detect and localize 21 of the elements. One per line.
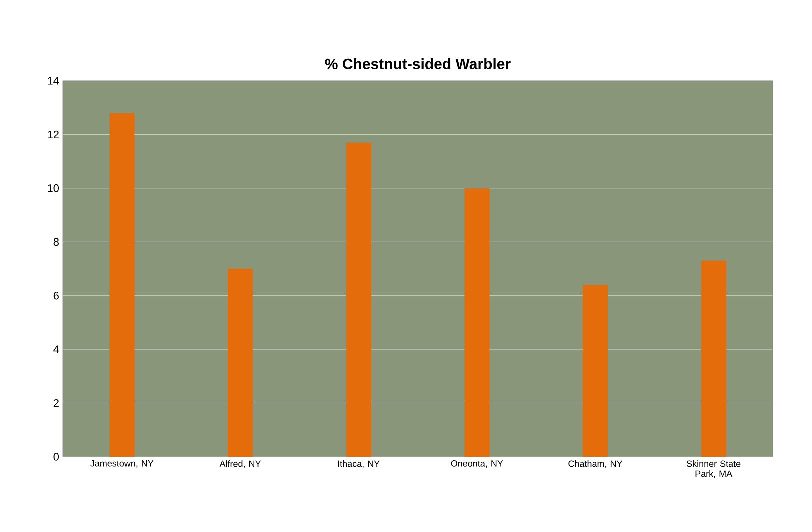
- bar: [464, 188, 490, 457]
- x-tick-label: Jamestown, NY: [90, 460, 154, 468]
- bar: [582, 285, 608, 457]
- chart-title: % Chestnut-sided Warbler: [325, 58, 511, 70]
- y-tick-label: 6: [54, 292, 59, 300]
- y-tick-label: 2: [54, 399, 59, 408]
- bar: [228, 268, 253, 457]
- y-tick-label: 0: [54, 453, 60, 461]
- x-tick-label: Oneonta, NY: [451, 460, 504, 468]
- y-tick-label: 4: [54, 346, 60, 354]
- y-tick-label: 14: [48, 77, 60, 85]
- x-tick-label: Ithaca, NY: [338, 460, 380, 468]
- y-tick-label: 8: [54, 238, 59, 246]
- x-tick-label: Skinner State Park, MA: [686, 460, 741, 478]
- y-tick-label: 12: [48, 130, 59, 139]
- bar: [110, 113, 135, 457]
- y-tick-label: 10: [48, 184, 60, 192]
- x-tick-label: Alfred, NY: [220, 460, 262, 468]
- bar: [346, 142, 372, 457]
- x-tick-label: Chatham, NY: [568, 460, 623, 468]
- bar: [701, 260, 726, 457]
